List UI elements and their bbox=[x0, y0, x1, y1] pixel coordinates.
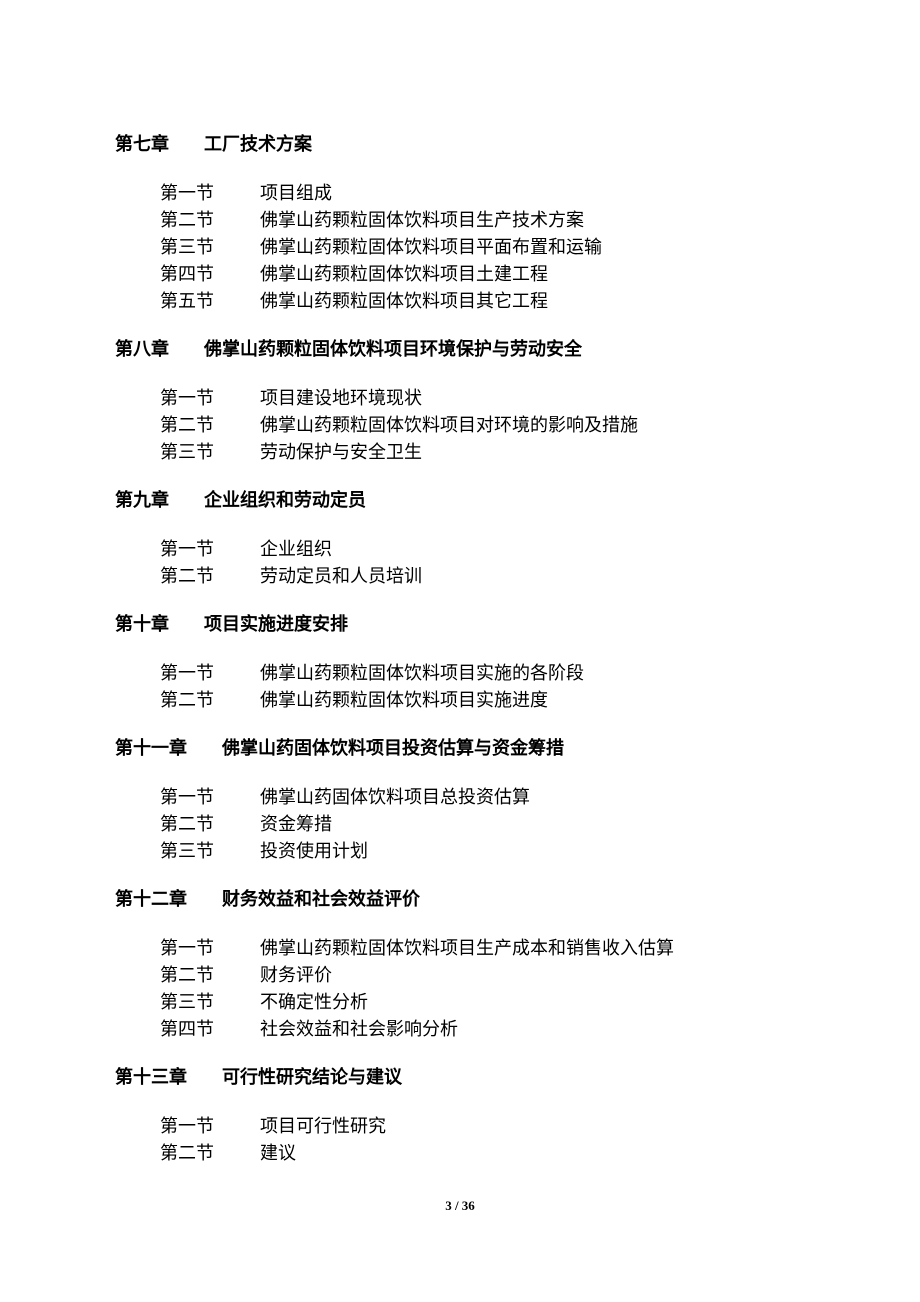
chapter-number: 第十二章 bbox=[115, 885, 187, 911]
section-title: 佛掌山药颗粒固体饮料项目其它工程 bbox=[260, 288, 548, 315]
section-title: 不确定性分析 bbox=[260, 989, 368, 1016]
chapter-number: 第十章 bbox=[115, 610, 169, 636]
section-item: 第一节项目可行性研究 bbox=[160, 1113, 805, 1140]
section-number: 第一节 bbox=[160, 536, 260, 563]
section-number: 第三节 bbox=[160, 838, 260, 865]
section-number: 第一节 bbox=[160, 1113, 260, 1140]
section-number: 第二节 bbox=[160, 563, 260, 590]
section-item: 第一节佛掌山药固体饮料项目总投资估算 bbox=[160, 784, 805, 811]
section-title: 佛掌山药固体饮料项目总投资估算 bbox=[260, 784, 530, 811]
chapter-heading-11: 第十一章 佛掌山药固体饮料项目投资估算与资金筹措 bbox=[115, 734, 805, 760]
section-number: 第二节 bbox=[160, 1140, 260, 1167]
chapter-number: 第十一章 bbox=[115, 734, 187, 760]
section-item: 第四节佛掌山药颗粒固体饮料项目土建工程 bbox=[160, 261, 805, 288]
section-title: 项目可行性研究 bbox=[260, 1113, 386, 1140]
chapter-11-sections: 第一节佛掌山药固体饮料项目总投资估算 第二节资金筹措 第三节投资使用计划 bbox=[115, 784, 805, 865]
section-item: 第三节劳动保护与安全卫生 bbox=[160, 439, 805, 466]
document-content: 第七章 工厂技术方案 第一节项目组成 第二节佛掌山药颗粒固体饮料项目生产技术方案 … bbox=[115, 130, 805, 1167]
chapter-number: 第九章 bbox=[115, 486, 169, 512]
section-title: 企业组织 bbox=[260, 536, 332, 563]
section-title: 资金筹措 bbox=[260, 811, 332, 838]
section-number: 第五节 bbox=[160, 288, 260, 315]
chapter-7-sections: 第一节项目组成 第二节佛掌山药颗粒固体饮料项目生产技术方案 第三节佛掌山药颗粒固… bbox=[115, 180, 805, 315]
section-number: 第二节 bbox=[160, 687, 260, 714]
chapter-title: 可行性研究结论与建议 bbox=[222, 1067, 402, 1087]
section-number: 第三节 bbox=[160, 234, 260, 261]
chapter-title: 工厂技术方案 bbox=[204, 134, 312, 154]
section-title: 项目建设地环境现状 bbox=[260, 385, 422, 412]
section-number: 第二节 bbox=[160, 811, 260, 838]
chapter-title: 佛掌山药颗粒固体饮料项目环境保护与劳动安全 bbox=[204, 339, 582, 359]
section-item: 第二节佛掌山药颗粒固体饮料项目实施进度 bbox=[160, 687, 805, 714]
section-title: 劳动定员和人员培训 bbox=[260, 563, 422, 590]
chapter-12-sections: 第一节佛掌山药颗粒固体饮料项目生产成本和销售收入估算 第二节财务评价 第三节不确… bbox=[115, 935, 805, 1043]
section-number: 第二节 bbox=[160, 962, 260, 989]
chapter-9-sections: 第一节企业组织 第二节劳动定员和人员培训 bbox=[115, 536, 805, 590]
chapter-number: 第十三章 bbox=[115, 1063, 187, 1089]
section-number: 第二节 bbox=[160, 207, 260, 234]
section-title: 建议 bbox=[260, 1140, 296, 1167]
section-number: 第一节 bbox=[160, 385, 260, 412]
chapter-number: 第七章 bbox=[115, 130, 169, 156]
section-title: 佛掌山药颗粒固体饮料项目土建工程 bbox=[260, 261, 548, 288]
section-number: 第二节 bbox=[160, 412, 260, 439]
chapter-heading-9: 第九章 企业组织和劳动定员 bbox=[115, 486, 805, 512]
section-item: 第三节不确定性分析 bbox=[160, 989, 805, 1016]
section-title: 项目组成 bbox=[260, 180, 332, 207]
chapter-heading-8: 第八章 佛掌山药颗粒固体饮料项目环境保护与劳动安全 bbox=[115, 335, 805, 361]
section-title: 佛掌山药颗粒固体饮料项目平面布置和运输 bbox=[260, 234, 602, 261]
chapter-heading-10: 第十章 项目实施进度安排 bbox=[115, 610, 805, 636]
section-title: 财务评价 bbox=[260, 962, 332, 989]
section-title: 社会效益和社会影响分析 bbox=[260, 1016, 458, 1043]
section-item: 第三节投资使用计划 bbox=[160, 838, 805, 865]
chapter-10-sections: 第一节佛掌山药颗粒固体饮料项目实施的各阶段 第二节佛掌山药颗粒固体饮料项目实施进… bbox=[115, 660, 805, 714]
section-title: 投资使用计划 bbox=[260, 838, 368, 865]
section-number: 第一节 bbox=[160, 660, 260, 687]
section-number: 第四节 bbox=[160, 1016, 260, 1043]
chapter-title: 项目实施进度安排 bbox=[204, 614, 348, 634]
section-item: 第二节财务评价 bbox=[160, 962, 805, 989]
section-title: 劳动保护与安全卫生 bbox=[260, 439, 422, 466]
section-number: 第三节 bbox=[160, 989, 260, 1016]
section-number: 第一节 bbox=[160, 935, 260, 962]
section-item: 第四节社会效益和社会影响分析 bbox=[160, 1016, 805, 1043]
section-item: 第一节企业组织 bbox=[160, 536, 805, 563]
section-number: 第一节 bbox=[160, 180, 260, 207]
section-item: 第一节项目组成 bbox=[160, 180, 805, 207]
chapter-title: 财务效益和社会效益评价 bbox=[222, 889, 420, 909]
chapter-13-sections: 第一节项目可行性研究 第二节建议 bbox=[115, 1113, 805, 1167]
section-item: 第三节佛掌山药颗粒固体饮料项目平面布置和运输 bbox=[160, 234, 805, 261]
chapter-8-sections: 第一节项目建设地环境现状 第二节佛掌山药颗粒固体饮料项目对环境的影响及措施 第三… bbox=[115, 385, 805, 466]
section-title: 佛掌山药颗粒固体饮料项目生产成本和销售收入估算 bbox=[260, 935, 674, 962]
section-title: 佛掌山药颗粒固体饮料项目对环境的影响及措施 bbox=[260, 412, 638, 439]
section-number: 第三节 bbox=[160, 439, 260, 466]
chapter-heading-7: 第七章 工厂技术方案 bbox=[115, 130, 805, 156]
section-title: 佛掌山药颗粒固体饮料项目生产技术方案 bbox=[260, 207, 584, 234]
section-title: 佛掌山药颗粒固体饮料项目实施进度 bbox=[260, 687, 548, 714]
section-number: 第四节 bbox=[160, 261, 260, 288]
chapter-heading-12: 第十二章 财务效益和社会效益评价 bbox=[115, 885, 805, 911]
section-item: 第二节劳动定员和人员培训 bbox=[160, 563, 805, 590]
section-item: 第二节建议 bbox=[160, 1140, 805, 1167]
section-item: 第二节资金筹措 bbox=[160, 811, 805, 838]
section-item: 第一节项目建设地环境现状 bbox=[160, 385, 805, 412]
chapter-title: 佛掌山药固体饮料项目投资估算与资金筹措 bbox=[222, 738, 564, 758]
page-number: 3 / 36 bbox=[0, 1198, 920, 1214]
chapter-number: 第八章 bbox=[115, 335, 169, 361]
chapter-heading-13: 第十三章 可行性研究结论与建议 bbox=[115, 1063, 805, 1089]
section-item: 第一节佛掌山药颗粒固体饮料项目生产成本和销售收入估算 bbox=[160, 935, 805, 962]
section-item: 第二节佛掌山药颗粒固体饮料项目对环境的影响及措施 bbox=[160, 412, 805, 439]
chapter-title: 企业组织和劳动定员 bbox=[204, 490, 366, 510]
section-title: 佛掌山药颗粒固体饮料项目实施的各阶段 bbox=[260, 660, 584, 687]
section-item: 第一节佛掌山药颗粒固体饮料项目实施的各阶段 bbox=[160, 660, 805, 687]
section-item: 第五节佛掌山药颗粒固体饮料项目其它工程 bbox=[160, 288, 805, 315]
section-item: 第二节佛掌山药颗粒固体饮料项目生产技术方案 bbox=[160, 207, 805, 234]
section-number: 第一节 bbox=[160, 784, 260, 811]
